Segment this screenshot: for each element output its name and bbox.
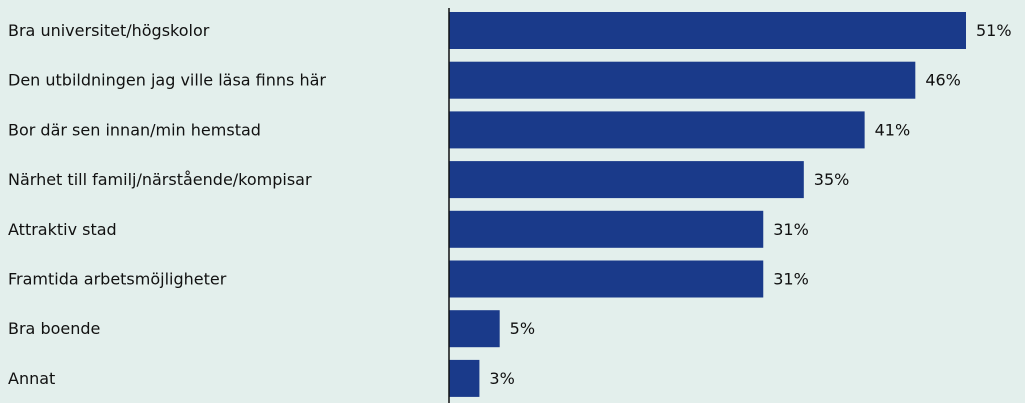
category-label-4: Attraktiv stad — [8, 220, 117, 239]
category-label-2: Bor där sen innan/min hemstad — [8, 120, 261, 139]
value-label-1: 46% — [925, 71, 961, 90]
labels-group: Bra universitet/högskolor 51% Den utbildni… — [8, 21, 1012, 388]
value-label-2: 41% — [875, 120, 911, 139]
bar-2 — [449, 111, 865, 149]
value-label-7: 3% — [489, 369, 514, 388]
category-label-1: Den utbildningen jag ville läsa finns hä… — [8, 71, 326, 90]
category-label-7: Annat — [8, 369, 55, 388]
category-label-3: Närhet till familj/närstående/kompisar — [8, 170, 312, 189]
value-label-5: 31% — [773, 270, 809, 289]
bar-0 — [449, 12, 966, 49]
value-label-4: 31% — [773, 220, 809, 239]
category-label-5: Framtida arbetsmöjligheter — [8, 270, 227, 289]
bar-7 — [449, 359, 480, 397]
value-label-0: 51% — [976, 21, 1012, 40]
bar-3 — [449, 161, 804, 199]
category-label-6: Bra boende — [8, 319, 100, 338]
value-label-3: 35% — [814, 170, 850, 189]
bar-4 — [449, 210, 764, 248]
bar-5 — [449, 260, 764, 298]
category-label-0: Bra universitet/högskolor — [8, 21, 210, 40]
bars-group — [449, 12, 966, 397]
value-label-6: 5% — [510, 319, 535, 338]
bar-1 — [449, 61, 916, 99]
bar-6 — [449, 310, 500, 348]
